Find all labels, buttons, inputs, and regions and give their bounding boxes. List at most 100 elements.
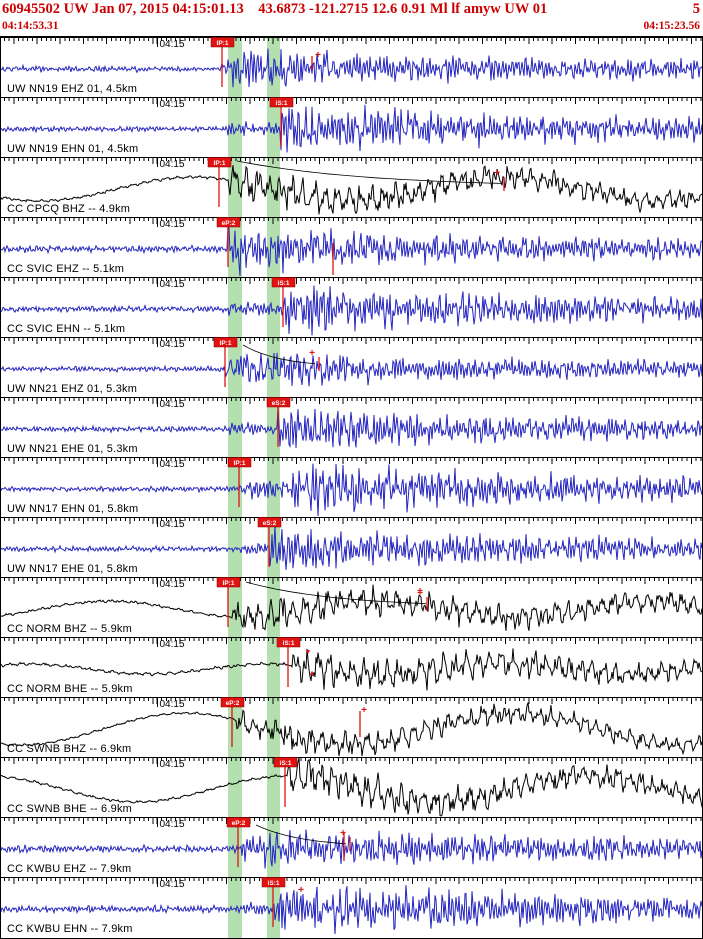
trace-divider-line [1,517,702,518]
time-ticks-second [1,638,702,644]
trace-waveform[interactable]: eP:2 [1,217,702,277]
station-channel-label: CC KWBU EHN -- 7.9km [7,923,133,935]
trace-waveform[interactable]: IP:1 [1,457,702,517]
phase-pick-flag[interactable] [257,517,282,528]
trace-waveform[interactable]: iS:1 [1,97,702,157]
station-channel-label: CC SWNB BHE -- 6.9km [7,803,133,815]
time-tick-label: 04:15 [159,159,185,170]
time-tick-label: 04:15 [159,399,185,410]
station-channel-label: CC SVIC EHZ -- 5.1km [7,263,125,275]
phase-pick-label: IP:1 [214,160,226,167]
event-summary: 60945502 UW Jan 07, 2015 04:15:01.13 43.… [2,1,548,17]
triangle-marker: ▼ [305,649,312,656]
trace-waveform[interactable]: + eP:2 [1,817,702,877]
phase-pick-label: eP:2 [226,700,240,707]
waveform-plot[interactable]: 04:15 + IP:1 UW NN19 EHZ 01, 4.5km 04:15 iS:1… [0,36,703,939]
trace-panel[interactable]: 04:15 IP:1 UW NN17 EHN 01, 5.8km [1,457,702,517]
station-channel-label: UW NN21 EHZ 01, 5.3km [7,383,138,395]
coda-decay-curve [255,824,347,845]
minute-tick [156,878,158,887]
phase-pick-flag[interactable] [266,397,291,408]
phase-pick-flag[interactable] [210,37,235,48]
time-tick-label: 04:15 [159,279,185,290]
trace-waveform[interactable]: ++IP:1 [1,577,702,637]
trace-waveform[interactable]: + iS:1 [1,877,702,937]
trace-panel[interactable]: 04:15 + iS:1 CC KWBU EHN -- 7.9km [1,877,702,937]
minute-tick [156,38,158,47]
event-summary-fragment: 5 [692,1,700,17]
trace-divider-line [1,157,702,158]
phase-pick-flag[interactable] [216,217,241,228]
trace-panel[interactable]: 04:15 + IP:1 UW NN21 EHZ 01, 5.3km [1,337,702,397]
time-ticks-second [1,518,702,524]
station-channel-label: CC NORM BHE -- 5.9km [7,683,133,695]
time-ticks-second [1,218,702,224]
trace-divider-line [1,37,702,38]
time-ticks-second [1,338,702,344]
phase-pick-flag[interactable] [213,337,238,348]
phase-pick-flag[interactable] [261,877,286,888]
phase-pick-label: eS:2 [263,520,277,527]
trace-panel[interactable]: 04:15 iS:1 CC SWNB BHE -- 6.9km [1,757,702,817]
station-channel-label: CC SWNB BHZ -- 6.9km [7,743,132,755]
trace-panel[interactable]: 04:15 iS:1 UW NN19 EHN 01, 4.5km [1,97,702,157]
event-header: 60945502 UW Jan 07, 2015 04:15:01.13 43.… [0,0,703,36]
phase-pick-flag[interactable] [207,157,232,168]
trace-panel[interactable]: 04:15 + IP:1 CC CPCQ BHZ -- 4.9km [1,157,702,217]
trace-waveform[interactable]: iS:1 [1,277,702,337]
time-ticks-second [1,398,702,404]
time-tick-label: 04:15 [159,219,185,230]
time-tick-label: 04:15 [159,879,185,890]
time-tick-label: 04:15 [159,39,185,50]
phase-pick-flag[interactable] [271,277,296,288]
station-channel-label: CC SVIC EHN -- 5.1km [7,323,126,335]
phase-pick-flag[interactable] [226,817,251,828]
trace-waveform[interactable]: + IP:1 [1,337,702,397]
trace-panel[interactable]: 04:15 + eP:2 CC KWBU EHZ -- 7.9km [1,817,702,877]
time-tick-label: 04:15 [159,339,185,350]
trace-divider-line [1,337,702,338]
trace-panel[interactable]: 04:15 ▼ ▲ iS:1 CC NORM BHE -- 5.9km [1,637,702,697]
trace-waveform[interactable]: iS:1 [1,757,702,817]
phase-pick-flag[interactable] [276,637,301,648]
time-ticks-second [1,758,702,764]
time-ticks-second [1,818,702,824]
time-ticks-second [1,38,702,44]
trace-waveform[interactable]: + eP:2 [1,697,702,757]
trace-panel[interactable]: 04:15 iS:1 CC SVIC EHN -- 5.1km [1,277,702,337]
coda-plus-mark: + [417,588,423,599]
trace-panel[interactable]: 04:15 + eP:2 CC SWNB BHZ -- 6.9km [1,697,702,757]
phase-pick-flag[interactable] [269,97,294,108]
phase-pick-flag[interactable] [227,457,252,468]
trace-waveform[interactable]: + IP:1 [1,37,702,97]
phase-pick-flag[interactable] [220,697,245,708]
trace-panel[interactable]: 04:15 + IP:1 UW NN19 EHZ 01, 4.5km [1,37,702,97]
window-end-time: 04:15:23.56 [643,20,700,32]
trace-waveform[interactable]: ▼ ▲ iS:1 [1,637,702,697]
phase-pick-label: iS:1 [278,280,290,287]
minute-tick [156,518,158,527]
trace-waveform[interactable]: eS:2 [1,517,702,577]
coda-plus-mark: + [494,168,500,179]
phase-pick-label: IP:1 [223,580,235,587]
trace-panel[interactable]: 04:15 eP:2 CC SVIC EHZ -- 5.1km [1,217,702,277]
trace-waveform[interactable]: eS:2 [1,397,702,457]
station-channel-label: UW NN19 EHZ 01, 4.5km [7,83,138,95]
time-tick-label: 04:15 [159,699,185,710]
station-channel-label: UW NN17 EHE 01, 5.8km [7,563,138,575]
phase-pick-flag[interactable] [216,577,241,588]
plus-marker: + [417,586,423,597]
minute-tick [156,698,158,707]
trace-divider-line [1,217,702,218]
time-ticks-second [1,278,702,284]
minute-tick [156,278,158,287]
time-tick-label: 04:15 [159,639,185,650]
trace-panel[interactable]: 04:15 + + IP:1 CC NORM BHZ -- 5.9km [1,577,702,637]
coda-plus-mark: + [309,348,315,359]
trace-divider-line [1,757,702,758]
trace-panel[interactable]: 04:15 eS:2 UW NN17 EHE 01, 5.8km [1,517,702,577]
station-channel-label: CC KWBU EHZ -- 7.9km [7,863,132,875]
trace-waveform[interactable]: + IP:1 [1,157,702,217]
trace-panel[interactable]: 04:15 eS:2 UW NN21 EHE 01, 5.3km [1,397,702,457]
phase-pick-flag[interactable] [273,757,298,768]
